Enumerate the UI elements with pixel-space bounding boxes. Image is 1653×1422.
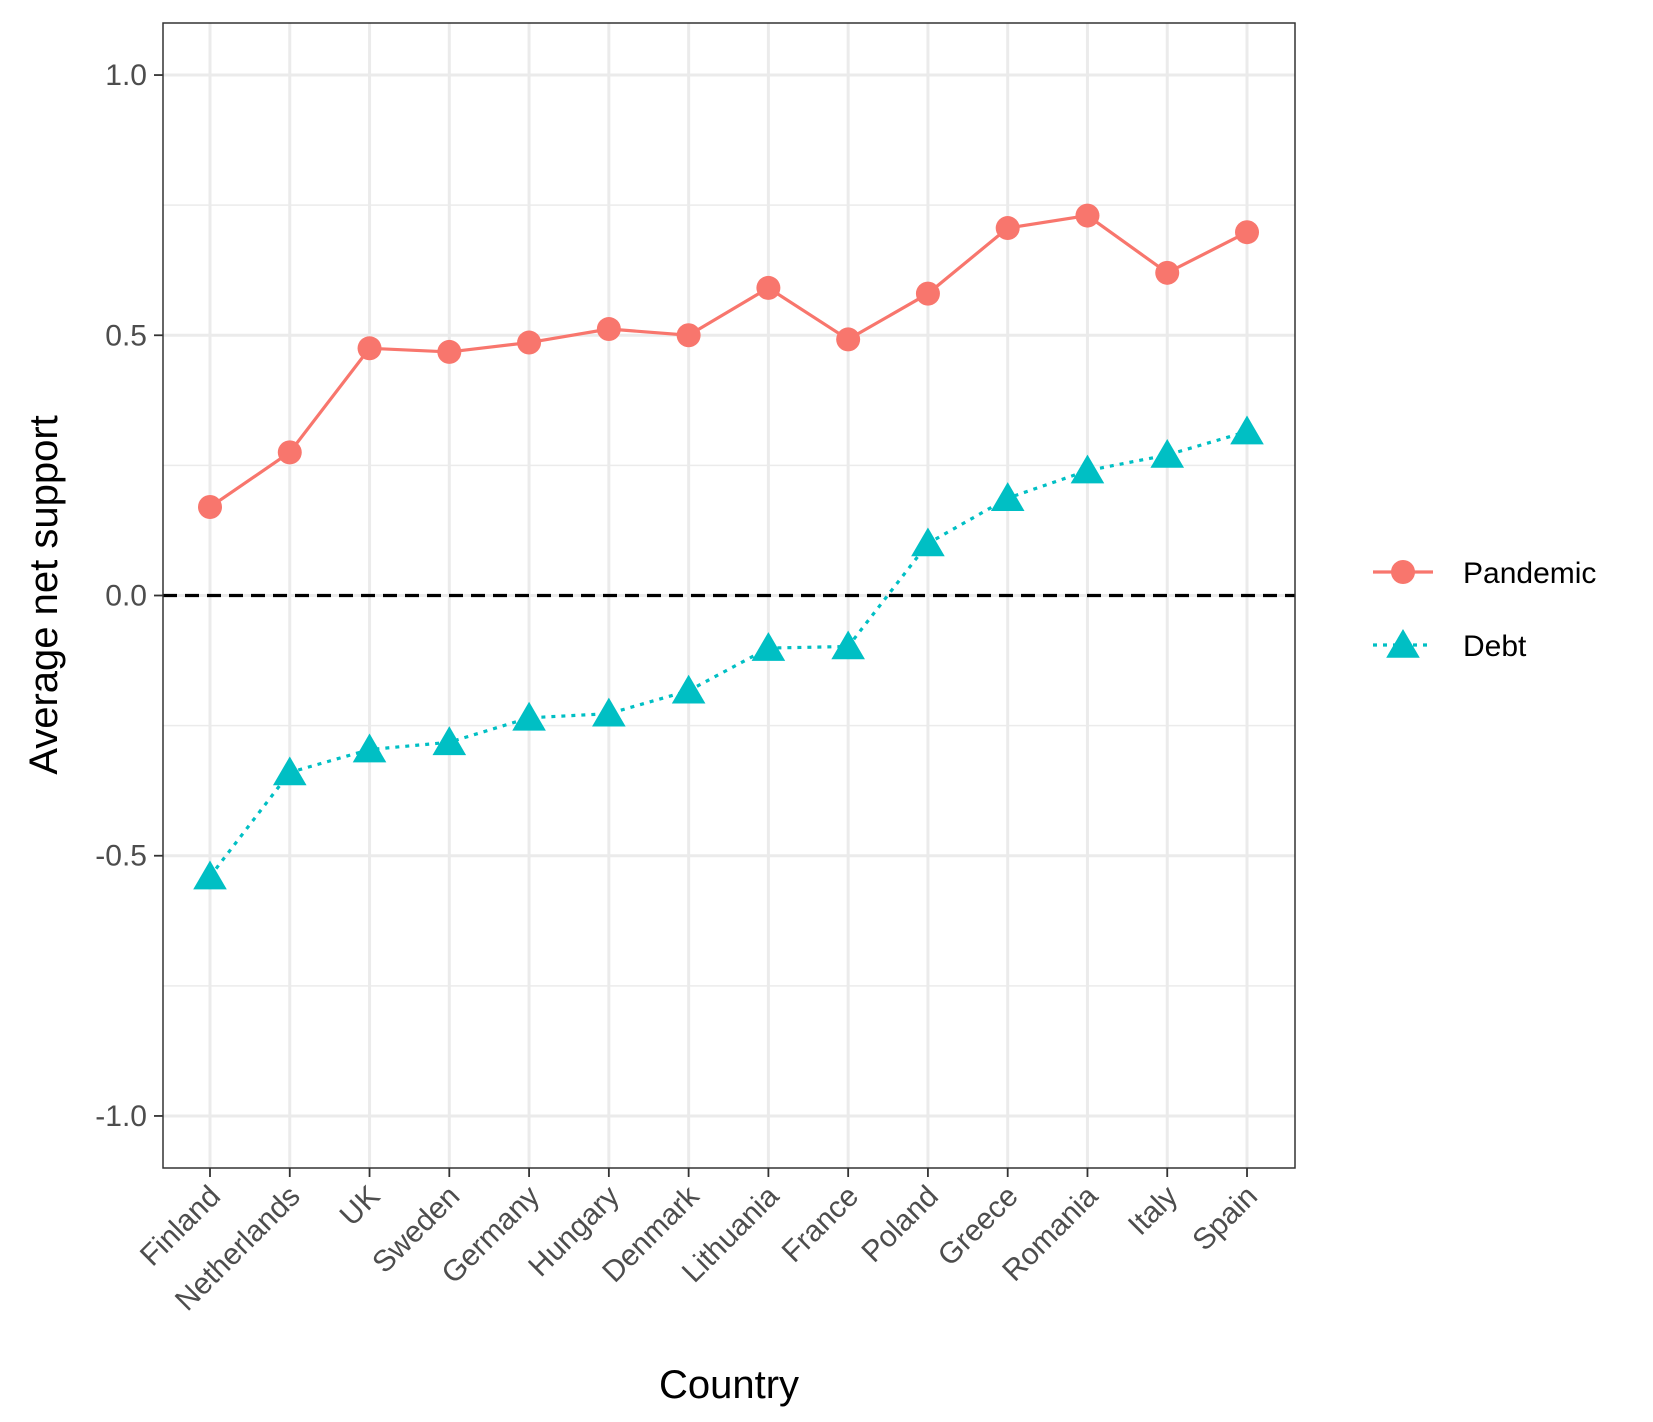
series-line-debt bbox=[208, 430, 1248, 878]
x-tick-label: France bbox=[776, 1180, 865, 1269]
data-point-debt bbox=[671, 674, 706, 704]
data-point-debt bbox=[990, 482, 1025, 511]
data-point-pandemic bbox=[1235, 220, 1260, 245]
y-tick-label: 0.0 bbox=[105, 580, 147, 613]
y-tick-label: 0.5 bbox=[105, 319, 147, 352]
data-point-debt bbox=[751, 632, 786, 661]
data-point-pandemic bbox=[676, 323, 701, 348]
legend-label: Debt bbox=[1463, 630, 1527, 663]
y-tick-label: 1.0 bbox=[105, 59, 147, 92]
grid bbox=[163, 23, 1295, 1168]
y-axis: -1.0 -0.5 0.0 0.5 1.0 bbox=[95, 59, 163, 1133]
data-point-pandemic bbox=[756, 275, 781, 300]
series-pandemic bbox=[198, 203, 1260, 520]
data-point-debt bbox=[432, 726, 467, 756]
x-tick-label: UK bbox=[334, 1180, 387, 1233]
data-point-debt bbox=[831, 630, 865, 660]
data-point-pandemic bbox=[517, 330, 542, 355]
legend-item-pandemic: Pandemic bbox=[1373, 557, 1596, 590]
x-tick-label: Spain bbox=[1186, 1180, 1264, 1258]
data-point-pandemic bbox=[596, 317, 621, 342]
y-axis-title: Average net support bbox=[22, 415, 66, 775]
data-point-pandemic bbox=[915, 281, 940, 306]
data-point-pandemic bbox=[277, 440, 302, 465]
data-point-pandemic bbox=[198, 495, 222, 520]
data-point-debt bbox=[193, 860, 227, 890]
data-point-pandemic bbox=[357, 336, 382, 361]
data-point-debt bbox=[1230, 415, 1264, 445]
data-point-debt bbox=[911, 527, 945, 557]
data-point-pandemic bbox=[1075, 203, 1100, 228]
x-tick-label: Italy bbox=[1122, 1180, 1184, 1242]
series-debt bbox=[193, 415, 1264, 890]
x-tick-label: Poland bbox=[855, 1180, 944, 1269]
y-tick-label: -1.0 bbox=[95, 1100, 147, 1133]
data-point-debt bbox=[592, 697, 626, 727]
data-point-debt bbox=[352, 733, 387, 763]
data-point-pandemic bbox=[437, 339, 462, 364]
series-line-pandemic bbox=[209, 213, 1248, 509]
data-point-debt bbox=[1070, 454, 1105, 484]
data-point-debt bbox=[1150, 438, 1185, 468]
data-point-pandemic bbox=[995, 216, 1020, 241]
legend-key-marker bbox=[1391, 560, 1415, 584]
data-point-pandemic bbox=[836, 327, 861, 352]
y-tick-label: -0.5 bbox=[95, 840, 147, 873]
legend: Pandemic Debt bbox=[1373, 557, 1596, 663]
data-point-pandemic bbox=[1155, 260, 1180, 285]
x-axis-title: Country bbox=[659, 1363, 799, 1407]
data-point-debt bbox=[272, 756, 307, 786]
data-point-debt bbox=[512, 701, 546, 731]
legend-label: Pandemic bbox=[1463, 557, 1596, 590]
series-group bbox=[193, 203, 1264, 890]
legend-key-marker bbox=[1386, 629, 1420, 658]
legend-item-debt: Debt bbox=[1373, 629, 1527, 663]
